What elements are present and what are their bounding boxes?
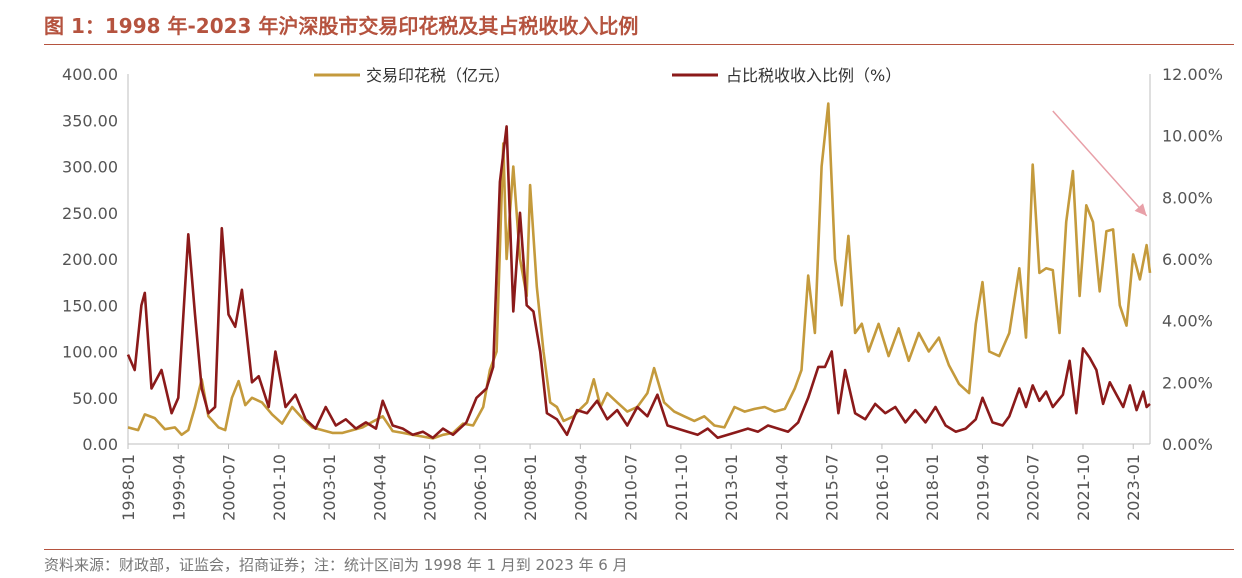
x-tick-label: 2020-07 xyxy=(1024,454,1043,521)
x-tick-label: 2008-01 xyxy=(521,454,540,521)
right-tick-label: 8.00% xyxy=(1162,188,1213,207)
x-tick-label: 2013-01 xyxy=(722,454,741,521)
x-tick-label: 2014-04 xyxy=(772,454,791,521)
legend-label: 交易印花税（亿元） xyxy=(366,66,510,85)
left-tick-label: 150.00 xyxy=(62,296,118,315)
left-tick-label: 250.00 xyxy=(62,204,118,223)
legend: 交易印花税（亿元） 占比税收收入比例（%） xyxy=(314,66,901,85)
trend-arrow-head xyxy=(1134,203,1147,216)
x-tick-label: 2006-10 xyxy=(471,454,490,521)
x-tick-label: 2001-10 xyxy=(270,454,289,521)
left-tick-label: 50.00 xyxy=(72,389,118,408)
right-tick-label: 10.00% xyxy=(1162,127,1223,146)
left-tick-label: 0.00 xyxy=(82,435,118,454)
right-tick-label: 6.00% xyxy=(1162,250,1213,269)
x-tick-label: 2015-07 xyxy=(823,454,842,521)
left-axis: 0.00 50.00 100.00 150.00 200.00 250.00 300.00 3… xyxy=(62,65,129,454)
left-tick-label: 350.00 xyxy=(62,111,118,130)
left-tick-label: 100.00 xyxy=(62,343,118,362)
x-tick-label: 2010-07 xyxy=(622,454,641,521)
title-divider xyxy=(44,44,1234,45)
stamp-duty-line xyxy=(127,102,1152,440)
source-note: 资料来源：财政部，证监会，招商证券；注：统计区间为 1998 年 1 月到 20… xyxy=(44,556,628,574)
right-tick-label: 2.00% xyxy=(1162,373,1213,392)
trend-arrow-line xyxy=(1052,110,1148,217)
left-tick-label: 400.00 xyxy=(62,65,118,84)
series-layer xyxy=(126,102,1152,440)
right-tick-label: 0.00% xyxy=(1162,435,1213,454)
x-tick-label: 2011-10 xyxy=(672,454,691,521)
x-tick-label: 1999-04 xyxy=(169,454,188,521)
x-tick-label: 1998-01 xyxy=(119,454,138,521)
source-divider xyxy=(44,549,1234,550)
left-tick-label: 300.00 xyxy=(62,158,118,177)
right-tick-label: 12.00% xyxy=(1162,65,1223,84)
right-tick-label: 4.00% xyxy=(1162,312,1213,331)
x-tick-label: 2021-10 xyxy=(1074,454,1093,521)
x-tick-label: 2005-07 xyxy=(421,454,440,521)
tax-share-line xyxy=(126,125,1151,440)
x-tick-label: 2003-01 xyxy=(320,454,339,521)
x-tick-label: 2000-07 xyxy=(220,454,239,521)
x-tick-label: 2019-04 xyxy=(973,454,992,521)
x-tick-label: 2004-04 xyxy=(370,454,389,521)
legend-label: 占比税收收入比例（%） xyxy=(726,66,901,85)
x-axis: 1998-01 1999-04 2000-07 2001-10 2003-01 2004-… xyxy=(119,443,1150,521)
x-tick-label: 2023-01 xyxy=(1124,454,1143,521)
x-tick-label: 2016-10 xyxy=(873,454,892,521)
chart-title: 图 1：1998 年-2023 年沪深股市交易印花税及其占税收收入比例 xyxy=(44,14,639,38)
right-axis: 0.00% 2.00% 4.00% 6.00% 8.00% 10.00% 12.00% xyxy=(1149,65,1223,454)
x-tick-label: 2018-01 xyxy=(923,454,942,521)
x-tick-label: 2009-04 xyxy=(571,454,590,521)
annotation-layer xyxy=(1052,110,1148,217)
left-tick-label: 200.00 xyxy=(62,250,118,269)
